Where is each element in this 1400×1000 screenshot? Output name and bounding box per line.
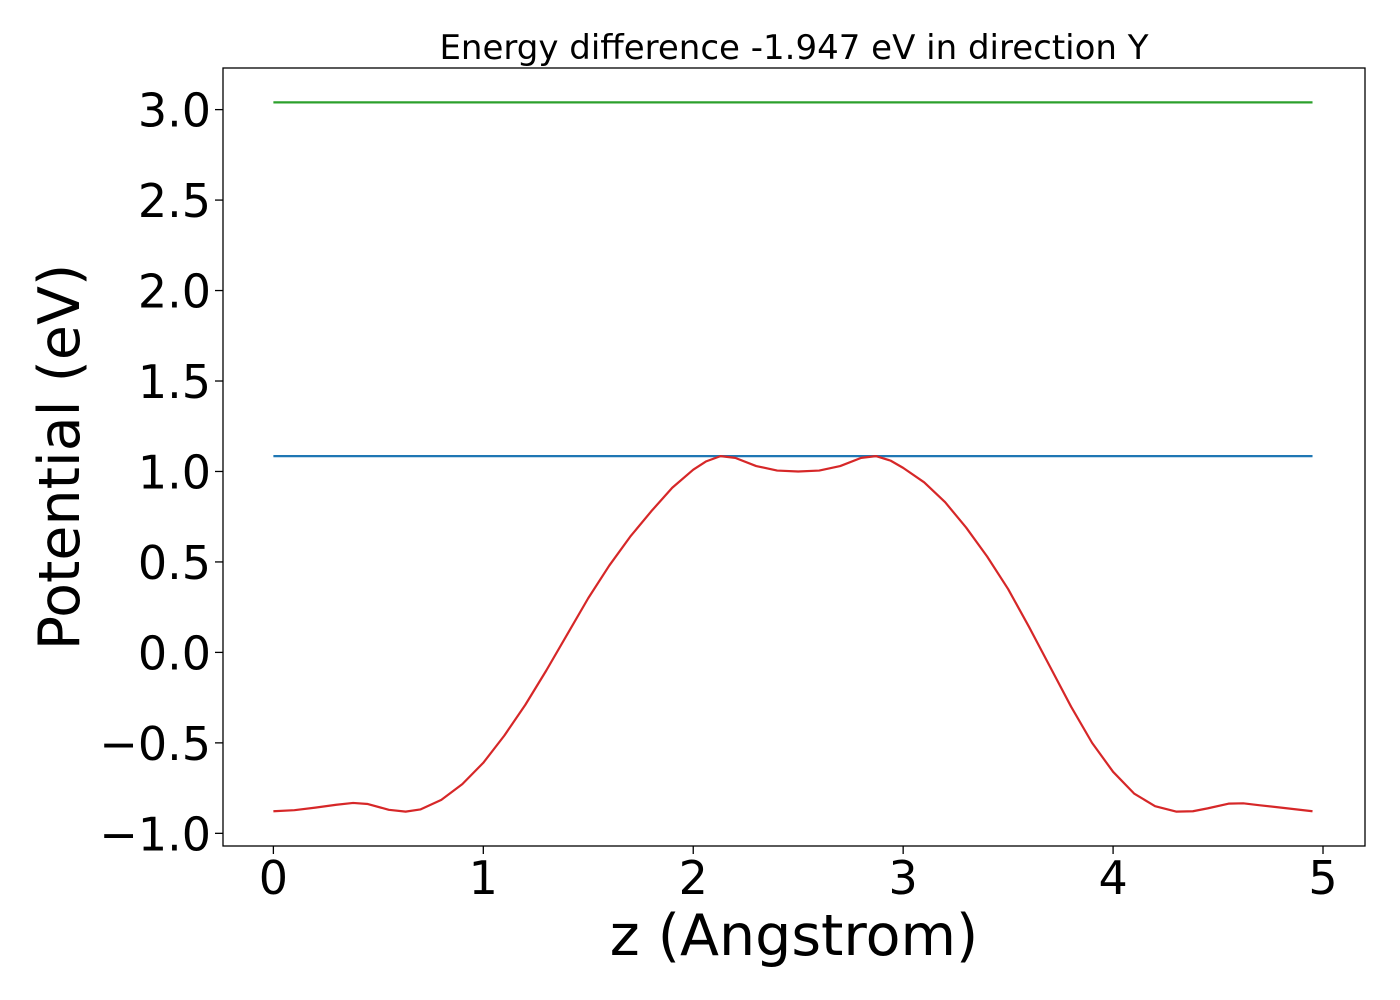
y-tick-label: 2.5: [138, 174, 211, 228]
y-tick-label: 1.0: [138, 445, 211, 499]
y-tick-label: 1.5: [138, 355, 211, 409]
y-tick-label: 3.0: [138, 84, 211, 138]
y-tick-label: 0.0: [138, 626, 211, 680]
y-axis-ticks: −1.0 −0.5 0.0 0.5 1.0 1.5 2.0 2.5 3.0: [99, 84, 223, 861]
x-tick-label: 1: [469, 851, 498, 905]
plot-frame: [222, 67, 1366, 847]
y-tick-label: 0.5: [138, 536, 211, 590]
y-tick-label: 2.0: [138, 265, 211, 319]
x-tick-label: 5: [1308, 851, 1337, 905]
y-axis-title: Potential (eV): [27, 264, 93, 650]
plot-lines: [273, 101, 1313, 813]
x-tick-label: 3: [889, 851, 918, 905]
chart-title: Energy difference -1.947 eV in direction…: [439, 28, 1148, 68]
x-axis-title: z (Angstrom): [610, 903, 978, 969]
x-tick-label: 2: [679, 851, 708, 905]
y-tick-label: −1.0: [99, 807, 211, 861]
x-tick-label: 4: [1098, 851, 1127, 905]
y-tick-label: −0.5: [99, 717, 211, 771]
series-line-2: [273, 455, 1313, 813]
x-tick-label: 0: [259, 851, 288, 905]
x-axis-ticks: 0 1 2 3 4 5: [259, 846, 1338, 905]
